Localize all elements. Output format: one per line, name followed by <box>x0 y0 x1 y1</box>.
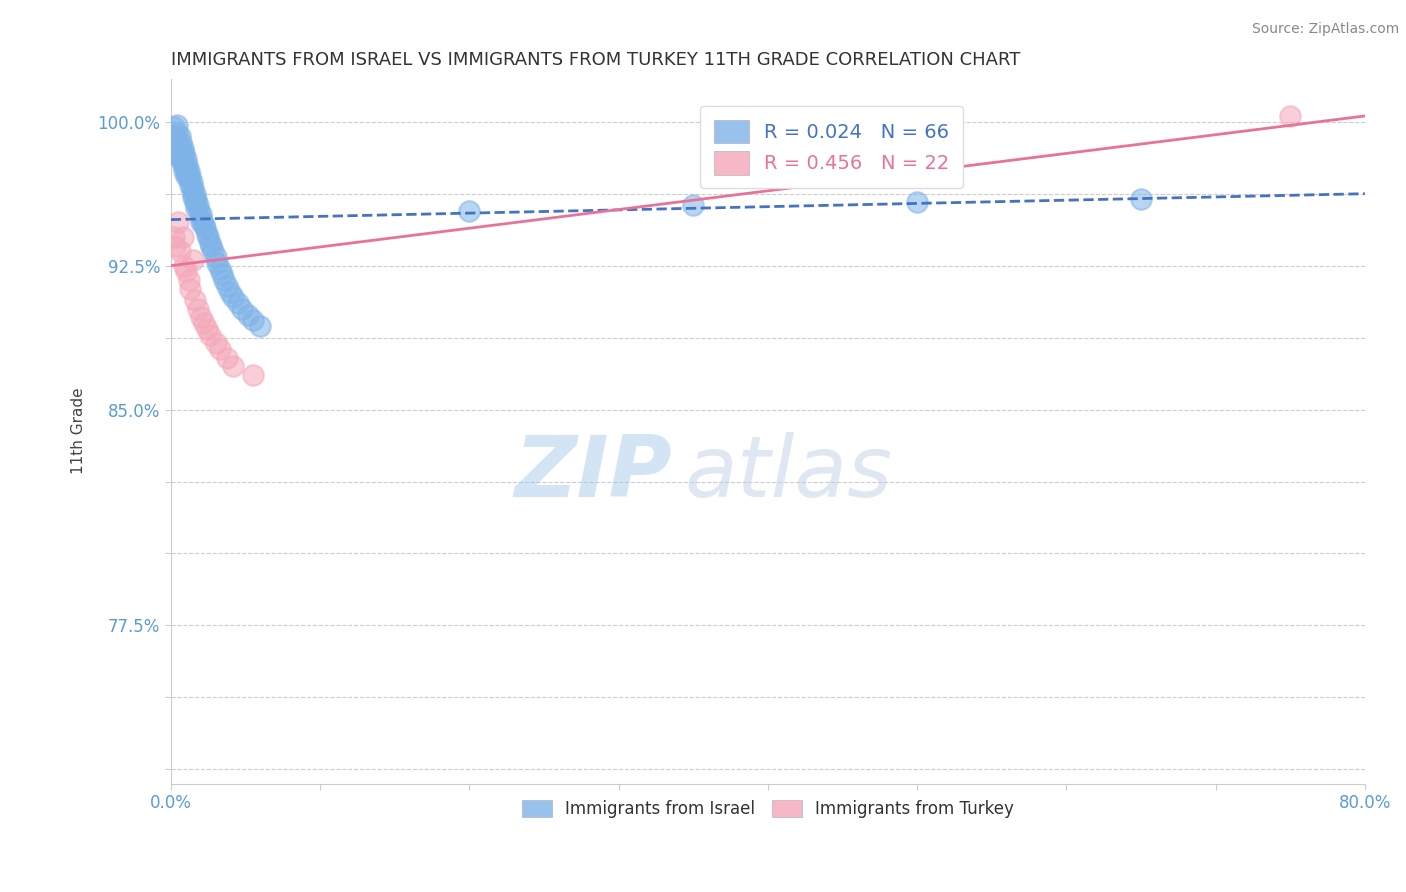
Point <box>165 129 187 144</box>
Point <box>183 293 205 308</box>
Point <box>181 181 204 195</box>
Point <box>167 149 190 163</box>
Point <box>205 256 228 270</box>
Point <box>188 204 211 219</box>
Point <box>214 273 236 287</box>
Point <box>165 238 187 252</box>
Point <box>238 308 260 322</box>
Point <box>183 195 205 210</box>
Point <box>167 215 190 229</box>
Point <box>226 296 249 310</box>
Point <box>222 359 245 374</box>
Point <box>190 215 212 229</box>
Point <box>198 235 221 250</box>
Point <box>197 230 219 244</box>
Point <box>176 158 198 172</box>
Point <box>172 149 194 163</box>
Point <box>193 316 215 330</box>
Text: ZIP: ZIP <box>515 432 672 515</box>
Point <box>190 310 212 325</box>
Point <box>198 327 221 342</box>
Point <box>174 152 197 166</box>
Point <box>1279 109 1302 123</box>
Point <box>172 230 194 244</box>
Text: atlas: atlas <box>685 432 893 515</box>
Point <box>458 204 481 219</box>
Point <box>208 342 231 356</box>
Point <box>187 301 209 316</box>
Point <box>204 250 226 264</box>
Point <box>163 120 186 135</box>
Point <box>181 189 204 203</box>
Point <box>174 169 197 184</box>
Point <box>169 149 191 163</box>
Point <box>180 175 202 189</box>
Point <box>170 144 193 158</box>
Point <box>167 135 190 149</box>
Point <box>173 259 195 273</box>
Point <box>190 207 212 221</box>
Point <box>181 252 204 267</box>
Point <box>177 163 200 178</box>
Point <box>194 221 217 235</box>
Point <box>249 319 271 334</box>
Point <box>163 230 186 244</box>
Point <box>682 198 704 212</box>
Point <box>167 144 190 158</box>
Point <box>179 169 201 184</box>
Point <box>211 267 233 281</box>
Point <box>177 172 200 186</box>
Point <box>174 264 197 278</box>
Point <box>177 273 200 287</box>
Point <box>179 178 201 192</box>
Point <box>170 135 193 149</box>
Point <box>165 137 187 152</box>
Point <box>217 351 239 365</box>
Point <box>193 219 215 233</box>
Point <box>183 186 205 201</box>
Point <box>172 141 194 155</box>
Point <box>166 118 188 132</box>
Point <box>195 322 218 336</box>
Y-axis label: 11th Grade: 11th Grade <box>72 388 86 475</box>
Point <box>201 244 224 259</box>
Text: Source: ZipAtlas.com: Source: ZipAtlas.com <box>1251 22 1399 37</box>
Point <box>186 201 208 215</box>
Point <box>219 285 242 299</box>
Point <box>242 313 264 327</box>
Point <box>174 161 197 175</box>
Point <box>170 152 193 166</box>
Point <box>191 212 214 227</box>
Point <box>166 126 188 140</box>
Text: IMMIGRANTS FROM ISRAEL VS IMMIGRANTS FROM TURKEY 11TH GRADE CORRELATION CHART: IMMIGRANTS FROM ISRAEL VS IMMIGRANTS FRO… <box>170 51 1021 69</box>
Legend: Immigrants from Israel, Immigrants from Turkey: Immigrants from Israel, Immigrants from … <box>515 793 1021 825</box>
Point <box>195 227 218 241</box>
Point <box>231 301 253 316</box>
Point <box>173 146 195 161</box>
Point <box>172 158 194 172</box>
Point <box>179 282 201 296</box>
Point <box>186 193 208 207</box>
Point <box>173 155 195 169</box>
Point <box>204 336 226 351</box>
Point <box>169 244 191 259</box>
Point <box>180 184 202 198</box>
Point <box>217 278 239 293</box>
Point <box>200 238 222 252</box>
Point <box>905 195 928 210</box>
Point <box>242 368 264 382</box>
Point <box>169 141 191 155</box>
Point <box>208 261 231 276</box>
Point <box>187 198 209 212</box>
Point <box>222 290 245 304</box>
Point <box>176 167 198 181</box>
Point <box>1129 193 1152 207</box>
Point <box>169 129 191 144</box>
Point <box>173 163 195 178</box>
